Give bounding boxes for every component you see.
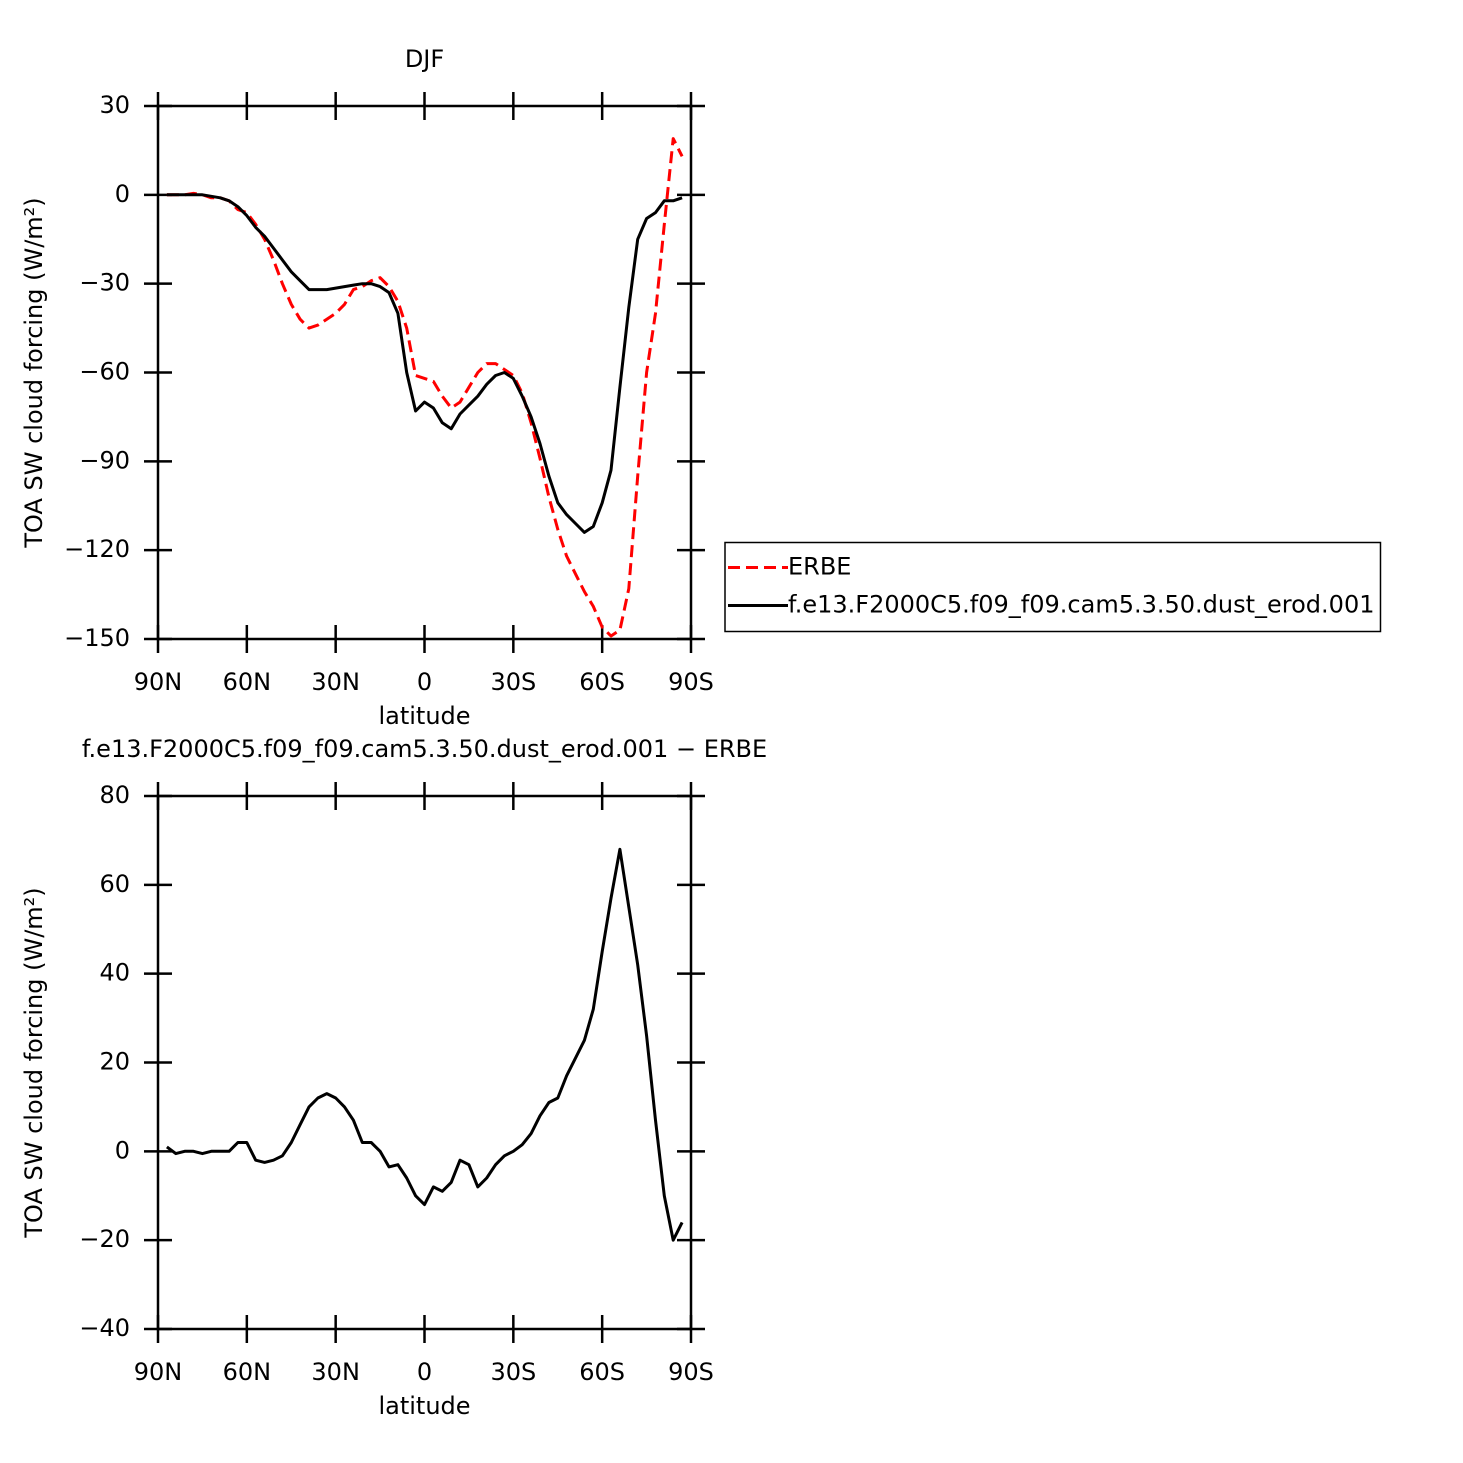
x-axis-label: latitude [378,1392,470,1420]
x-tick-label: 60S [579,1358,625,1386]
x-tick-label: 90S [668,1358,714,1386]
y-axis-label: TOA SW cloud forcing (W/m²) [20,887,48,1238]
y-tick-label: 20 [99,1048,130,1076]
y-tick-label: −40 [79,1314,130,1342]
x-tick-label: 90S [668,668,714,696]
x-tick-label: 30N [311,668,360,696]
y-tick-label: −150 [64,624,130,652]
x-tick-label: 90N [134,668,183,696]
data-line [166,193,683,534]
data-line [166,137,684,638]
y-tick-label: 40 [99,959,130,987]
y-tick-label: 30 [99,91,130,119]
legend-label: f.e13.F2000C5.f09_f09.cam5.3.50.dust_ero… [788,591,1374,619]
y-axis-label: TOA SW cloud forcing (W/m²) [20,197,48,548]
y-tick-label: −120 [64,535,130,563]
y-tick-label: −20 [79,1225,130,1253]
plot-frame [156,104,693,641]
x-tick-label: 0 [417,668,432,696]
x-axis-label: latitude [378,702,470,730]
y-tick-label: 0 [115,180,130,208]
x-tick-label: 60S [579,668,625,696]
x-tick-label: 30S [490,668,536,696]
x-tick-label: 60N [223,1358,272,1386]
x-tick-label: 90N [134,1358,183,1386]
y-tick-label: −90 [79,446,130,474]
chart-title: f.e13.F2000C5.f09_f09.cam5.3.50.dust_ero… [82,735,767,763]
y-tick-label: 60 [99,870,130,898]
x-tick-label: 60N [223,668,272,696]
legend-label: ERBE [788,553,851,581]
x-tick-label: 30N [311,1358,360,1386]
plot-frame [156,794,693,1331]
x-tick-label: 30S [490,1358,536,1386]
y-tick-label: 80 [99,781,130,809]
y-tick-label: 0 [115,1136,130,1164]
x-tick-label: 0 [417,1358,432,1386]
legend: ERBE f.e13.F2000C5.f09_f09.cam5.3.50.dust… [724,541,1382,633]
legend-box [724,541,1382,633]
y-tick-label: −60 [79,358,130,386]
data-line [165,847,684,1242]
chart-title: DJF [405,45,444,73]
y-tick-label: −30 [79,269,130,297]
